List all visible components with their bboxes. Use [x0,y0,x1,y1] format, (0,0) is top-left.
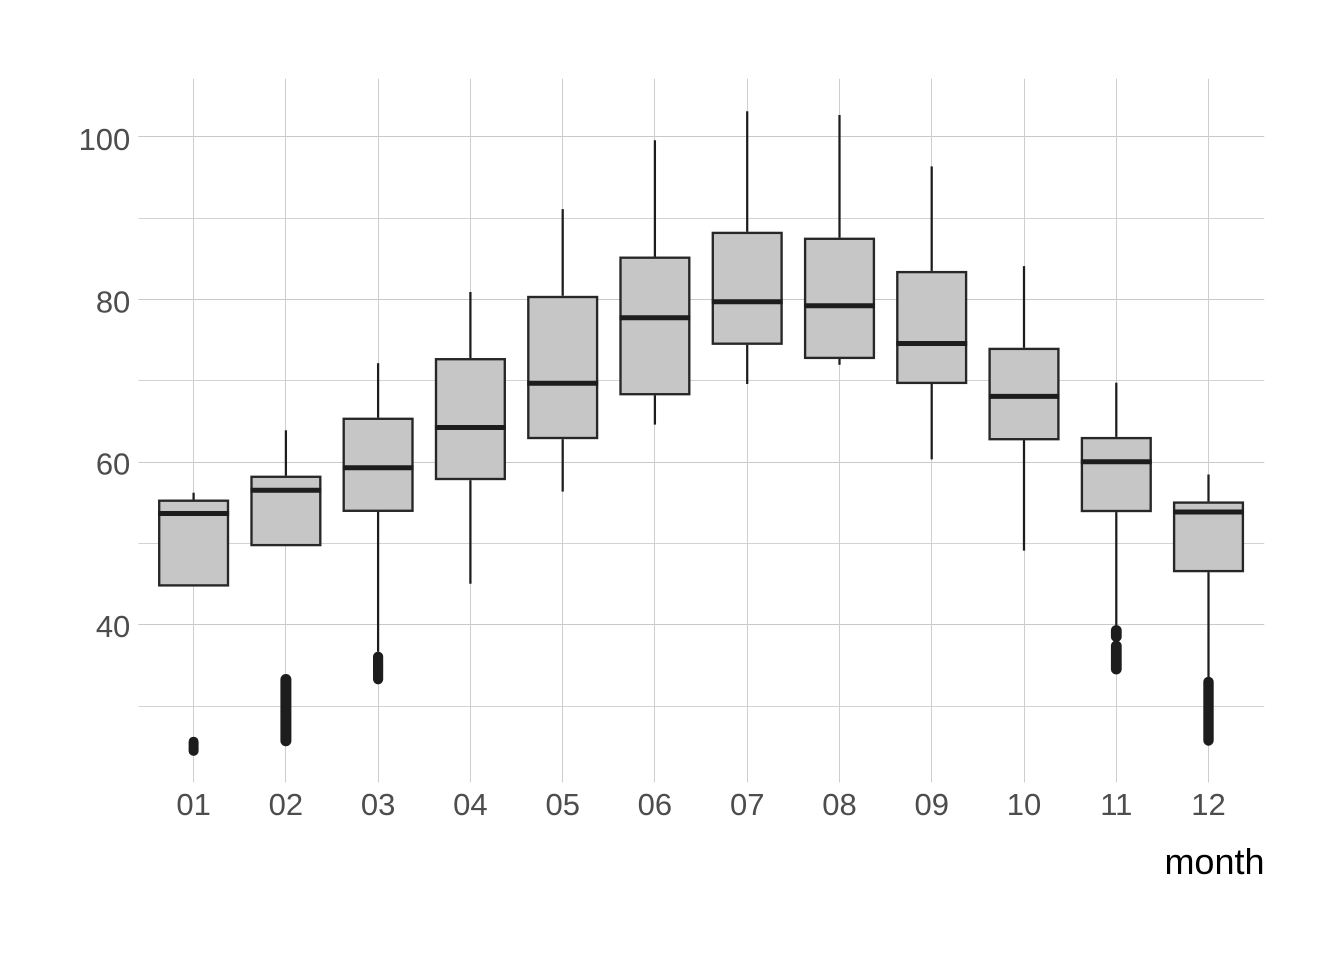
svg-text:60: 60 [96,447,130,482]
svg-text:09: 09 [914,787,948,822]
svg-text:05: 05 [545,787,579,822]
svg-text:04: 04 [453,787,487,822]
svg-text:12: 12 [1191,787,1225,822]
svg-text:02: 02 [269,787,303,822]
svg-text:10: 10 [1007,787,1041,822]
svg-text:08: 08 [822,787,856,822]
svg-text:11: 11 [1100,787,1132,822]
svg-text:month: month [1164,841,1264,882]
svg-text:01: 01 [176,787,210,822]
svg-text:07: 07 [730,787,764,822]
svg-text:80: 80 [96,284,130,319]
svg-text:03: 03 [361,787,395,822]
svg-text:100: 100 [79,122,131,157]
svg-text:06: 06 [638,787,672,822]
svg-text:40: 40 [96,609,130,644]
